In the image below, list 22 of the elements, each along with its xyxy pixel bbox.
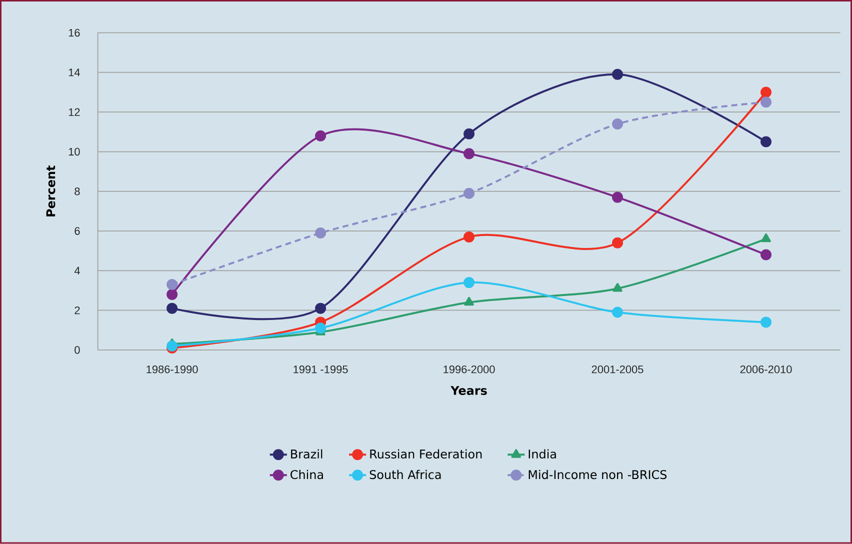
legend-label: China [290,470,323,480]
legend-label: South Africa [370,470,441,480]
y-tick-label: 14 [68,68,80,76]
legend-label: India [528,449,556,459]
y-tick-label: 8 [74,188,80,196]
y-tick-label: 6 [74,227,80,235]
legend-label: Brazil [291,449,322,459]
x-tick-label: 1991 -1995 [294,366,348,374]
x-tick-label: 1996-2000 [444,366,495,374]
x-tick-label: 2001-2005 [592,366,644,374]
x-axis-title: Years [450,386,487,396]
y-tick-label: 16 [68,28,80,37]
y-tick-label: 10 [68,148,80,156]
y-tick-label: 4 [74,266,80,275]
legend-label: Mid-Income non -BRICS [528,470,667,480]
y-axis-title: Percent [46,166,56,216]
legend-label: Russian Federation [370,449,482,459]
x-tick-label: 1986-1990 [146,366,198,374]
y-tick-label: 12 [68,108,80,116]
y-tick-label: 0 [74,346,80,354]
y-tick-label: 2 [74,306,80,314]
x-tick-label: 2006-2010 [740,366,792,374]
